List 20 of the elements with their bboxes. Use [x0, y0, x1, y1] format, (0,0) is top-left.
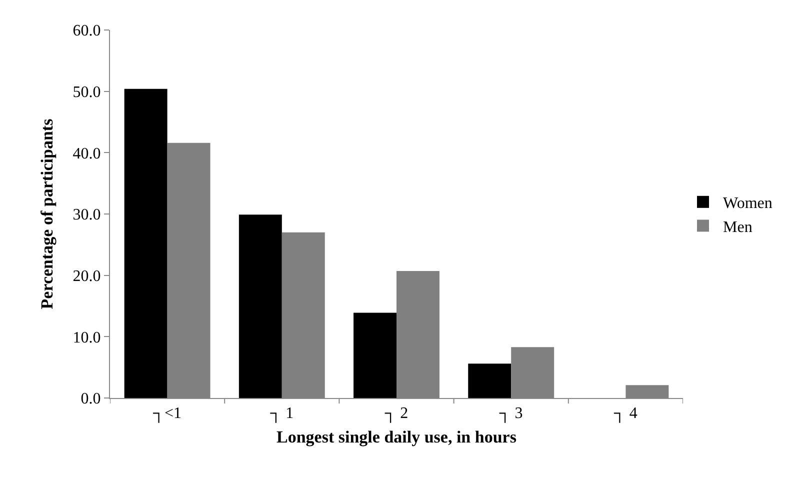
bar — [354, 312, 396, 398]
bar — [124, 88, 168, 398]
y-tick-label: 0.0 — [80, 390, 101, 408]
x-axis-title: Longest single daily use, in hours — [276, 428, 517, 447]
y-tick-label: 10.0 — [72, 329, 101, 346]
y-tick-label: 40.0 — [72, 145, 101, 162]
legend-label: Men — [723, 218, 752, 236]
x-tick-label: ┐ 3 — [498, 405, 523, 424]
x-tick-label: ┐ 1 — [269, 405, 294, 424]
x-tick-label: ┐ 4 — [613, 405, 638, 424]
legend-label: Women — [723, 195, 772, 212]
x-tick-label: ┐<1 — [152, 405, 182, 424]
x-tick-label: ┐ 2 — [384, 405, 408, 424]
bar — [468, 364, 512, 398]
y-tick-label: 60.0 — [72, 22, 101, 40]
y-tick-label: 50.0 — [72, 84, 101, 101]
bar — [238, 214, 282, 398]
y-axis-title: Percentage of participants — [37, 118, 56, 310]
y-tick-label: 20.0 — [72, 268, 101, 285]
y-tick-label: 30.0 — [72, 206, 101, 224]
